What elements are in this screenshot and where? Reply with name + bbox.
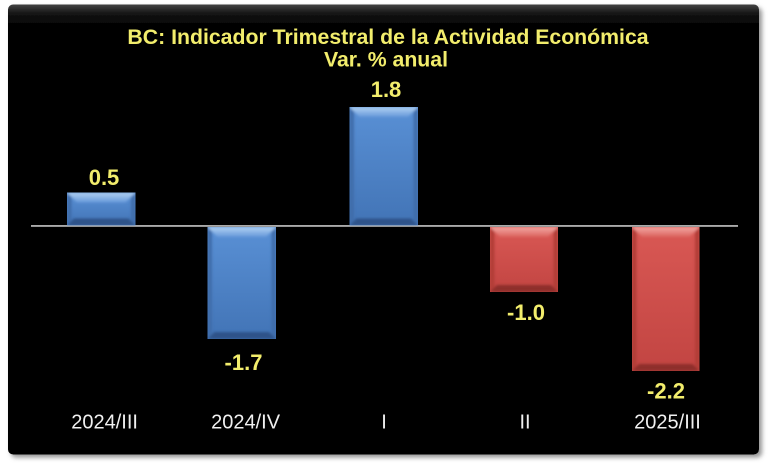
svg-text:BC: Indicador Trimestral de la: BC: Indicador Trimestral de la Actividad… xyxy=(127,25,648,49)
svg-text:2024/III: 2024/III xyxy=(71,412,138,434)
svg-text:1.8: 1.8 xyxy=(371,77,402,102)
svg-text:II: II xyxy=(519,412,530,434)
svg-text:I: I xyxy=(381,412,387,434)
svg-text:Var. % anual: Var. % anual xyxy=(324,47,448,71)
svg-text:2025/III: 2025/III xyxy=(634,412,701,434)
svg-text:2024/IV: 2024/IV xyxy=(211,412,281,434)
svg-text:-1.0: -1.0 xyxy=(507,300,545,325)
svg-text:0.5: 0.5 xyxy=(89,165,120,190)
svg-text:-1.7: -1.7 xyxy=(225,350,263,375)
svg-text:-2.2: -2.2 xyxy=(647,379,685,404)
